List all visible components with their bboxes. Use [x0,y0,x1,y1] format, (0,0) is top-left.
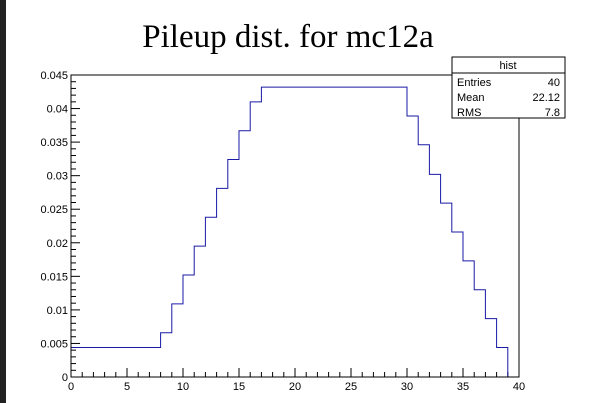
x-tick-label: 25 [345,381,357,393]
axis-ticks [70,74,520,378]
x-tick-label: 10 [177,381,189,393]
y-tick-label: 0.025 [40,204,68,216]
histogram-chart: Pileup dist. for mc12a 0 5 10 15 20 25 30 35 400… [40,19,566,393]
plot-canvas: Pileup dist. for mc12a 0 5 10 15 20 25 30 35 40 0… [6,0,595,403]
x-tick-label: 15 [233,381,245,393]
x-tick-label: 20 [289,381,301,393]
stats-rms-label: RMS [457,107,481,119]
x-tick-label: 40 [513,381,525,393]
axis-tick-labels: 0 5 10 15 20 25 30 35 40 0 0.005 0.01 0.015 0.02 0.025… [40,70,525,393]
stats-box-frame [451,56,566,119]
stats-rms-value: 7.8 [545,107,560,119]
histogram-line [71,86,519,378]
y-tick-label: 0.02 [47,238,68,250]
y-tick-label: 0.03 [47,171,68,183]
chart-title: Pileup dist. for mc12a [142,19,434,55]
stats-entries-value: 40 [548,77,560,89]
y-tick-label: 0.045 [40,70,68,82]
y-tick-label: 0 [62,372,68,384]
x-tick-label: 35 [457,381,469,393]
stats-entries-label: Entries [457,77,492,89]
x-tick-label: 0 [68,381,74,393]
stats-mean-value: 22.12 [532,92,560,104]
y-tick-label: 0.035 [40,137,68,149]
stats-box-title: hist [499,60,516,72]
y-tick-label: 0.04 [47,104,68,116]
stats-mean-label: Mean [457,92,485,104]
x-tick-label: 5 [124,381,130,393]
y-tick-label: 0.005 [40,338,68,350]
stats-box: hist Entries 40 Mean 22.12 RMS 7.8 [451,56,566,119]
y-tick-label: 0.015 [40,271,68,283]
x-tick-label: 30 [401,381,413,393]
y-tick-label: 0.01 [47,305,68,317]
plot-frame [70,74,520,378]
